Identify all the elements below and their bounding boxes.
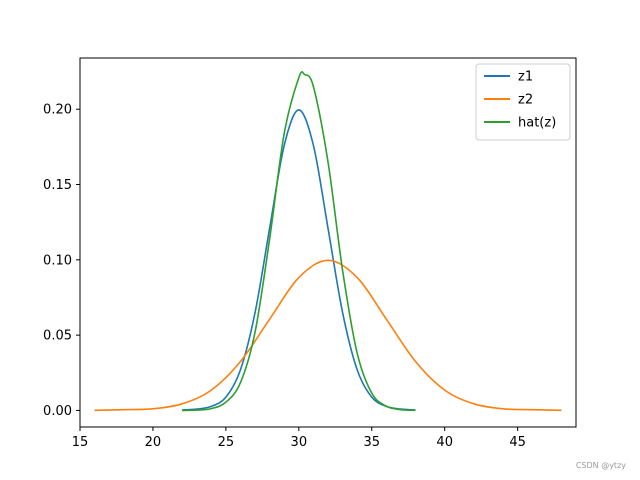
- series-line-0: [182, 109, 416, 411]
- x-tick-label: 25: [218, 435, 235, 450]
- x-axis: 15 20 25 30 35 40 45: [72, 427, 526, 450]
- legend-label: hat(z): [518, 116, 556, 131]
- y-tick-label: 0.05: [43, 329, 72, 344]
- y-tick-label: 0.00: [43, 404, 72, 419]
- series-line-1: [94, 259, 562, 412]
- series-layer: [94, 71, 562, 412]
- series-line-2: [182, 71, 416, 412]
- x-tick-label: 45: [509, 435, 526, 450]
- x-tick-label: 15: [72, 435, 89, 450]
- y-axis: 0.00 0.05 0.10 0.15 0.20: [43, 103, 80, 419]
- watermark: CSDN @ytzy: [575, 461, 626, 470]
- x-tick-label: 40: [436, 435, 453, 450]
- x-tick-label: 20: [145, 435, 162, 450]
- legend: z1 z2 hat(z): [475, 63, 571, 141]
- y-tick-label: 0.10: [43, 253, 72, 268]
- y-tick-label: 0.20: [43, 103, 72, 118]
- y-tick-label: 0.15: [43, 178, 72, 193]
- x-tick-label: 35: [363, 435, 380, 450]
- legend-label: z2: [518, 93, 533, 108]
- x-tick-label: 30: [291, 435, 308, 450]
- legend-label: z1: [518, 70, 533, 85]
- axes-frame: [79, 57, 577, 428]
